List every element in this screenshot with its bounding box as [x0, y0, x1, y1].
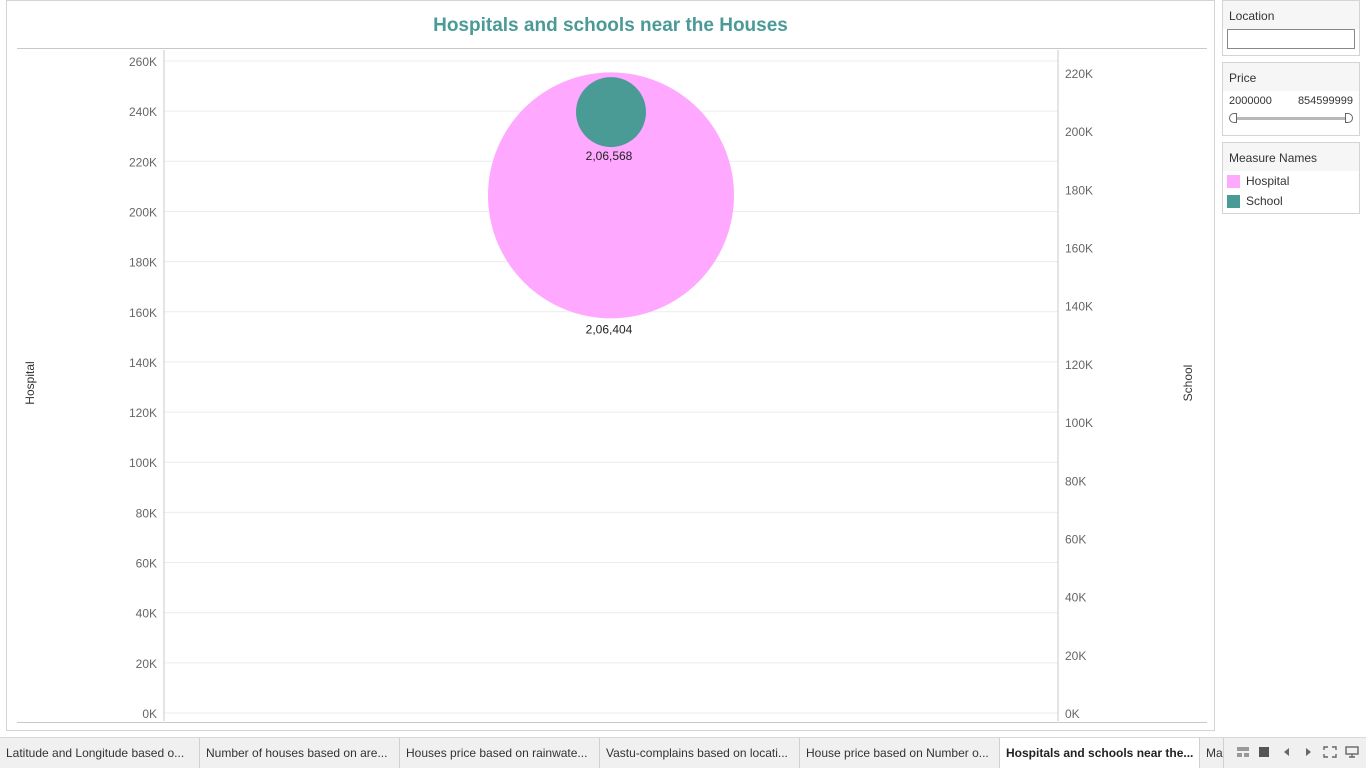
y-right-tick-label: 0K	[1065, 707, 1080, 721]
y-left-tick-label: 120K	[129, 406, 157, 420]
legend-swatch-school	[1227, 194, 1240, 208]
location-filter: Location	[1222, 0, 1360, 56]
y-left-tick-label: 260K	[129, 55, 157, 69]
price-max-value: 854599999	[1297, 95, 1353, 107]
price-filter-label: Price	[1223, 63, 1359, 91]
y-right-tick-label: 120K	[1065, 358, 1093, 372]
price-filter: Price 2000000 854599999	[1222, 62, 1360, 136]
data-label-hospital: 2,06,404	[586, 322, 633, 336]
tab-hospitals-schools[interactable]: Hospitals and schools near the...	[1000, 738, 1200, 768]
y-right-tick-label: 220K	[1065, 67, 1093, 81]
legend-swatch-hospital	[1227, 174, 1240, 188]
bottom-divider	[17, 722, 1207, 723]
slider-track	[1233, 117, 1349, 120]
y-axis-right-title: School	[1181, 364, 1195, 402]
prev-icon[interactable]	[1282, 746, 1292, 761]
legend-item-school[interactable]: School	[1223, 191, 1359, 211]
y-right-tick-label: 160K	[1065, 242, 1093, 256]
y-left-tick-label: 220K	[129, 155, 157, 169]
single-view-icon[interactable]	[1258, 746, 1270, 761]
y-left-tick-label: 20K	[136, 657, 157, 671]
presentation-icon[interactable]	[1345, 746, 1359, 761]
legend-label-school: School	[1246, 194, 1283, 208]
grid-view-icon[interactable]	[1236, 746, 1250, 761]
y-right-tick-label: 60K	[1065, 532, 1086, 546]
y-right-tick-label: 100K	[1065, 416, 1093, 430]
tab-price-number[interactable]: House price based on Number o...	[800, 738, 1000, 768]
y-right-tick-label: 180K	[1065, 183, 1093, 197]
y-right-tick-label: 20K	[1065, 649, 1086, 663]
slider-max-handle[interactable]	[1345, 113, 1353, 123]
chart-title: Hospitals and schools near the Houses	[433, 15, 788, 36]
y-left-tick-label: 140K	[129, 356, 157, 370]
y-left-tick-label: 180K	[129, 256, 157, 270]
legend-title: Measure Names	[1223, 143, 1359, 171]
y-left-tick-label: 40K	[136, 607, 157, 621]
tab-houses-by-area[interactable]: Number of houses based on are...	[200, 738, 400, 768]
bubble-hospital	[488, 72, 734, 319]
y-axis-left-title: Hospital	[23, 361, 37, 405]
bubble-school	[576, 77, 646, 148]
location-input[interactable]	[1227, 29, 1355, 49]
y-left-tick-label: 200K	[129, 205, 157, 219]
y-left-tick-label: 0K	[142, 707, 157, 721]
slider-min-handle[interactable]	[1229, 113, 1237, 123]
y-left-tick-label: 100K	[129, 456, 157, 470]
legend-item-hospital[interactable]: Hospital	[1223, 171, 1359, 191]
y-left-tick-label: 240K	[129, 105, 157, 119]
legend: Measure Names Hospital School	[1222, 142, 1360, 214]
title-divider	[17, 48, 1207, 49]
data-label-school: 2,06,568	[586, 149, 633, 163]
sheet-tab-bar: Latitude and Longitude based o... Number…	[0, 737, 1366, 768]
tab-more[interactable]: Ma	[1200, 738, 1224, 768]
y-right-tick-label: 200K	[1065, 125, 1093, 139]
y-left-tick-label: 60K	[136, 557, 157, 571]
price-min-value: 2000000	[1229, 95, 1272, 107]
y-left-tick-label: 80K	[136, 506, 157, 520]
next-icon[interactable]	[1303, 746, 1313, 761]
price-range-slider[interactable]	[1229, 113, 1353, 123]
tab-vastu-complains[interactable]: Vastu-complains based on locati...	[600, 738, 800, 768]
y-right-tick-label: 80K	[1065, 474, 1086, 488]
bubble-chart[interactable]: 0K 20K 40K 60K 80K 100K 120K 140K 160K 180K 200K 22…	[0, 0, 1366, 737]
fullscreen-icon[interactable]	[1323, 746, 1337, 761]
y-right-tick-label: 140K	[1065, 300, 1093, 314]
legend-label-hospital: Hospital	[1246, 174, 1290, 188]
tab-price-rainwater[interactable]: Houses price based on rainwate...	[400, 738, 600, 768]
tab-latitude-longitude[interactable]: Latitude and Longitude based o...	[0, 738, 200, 768]
y-left-tick-label: 160K	[129, 306, 157, 320]
location-filter-label: Location	[1223, 1, 1359, 29]
y-right-tick-label: 40K	[1065, 591, 1086, 605]
